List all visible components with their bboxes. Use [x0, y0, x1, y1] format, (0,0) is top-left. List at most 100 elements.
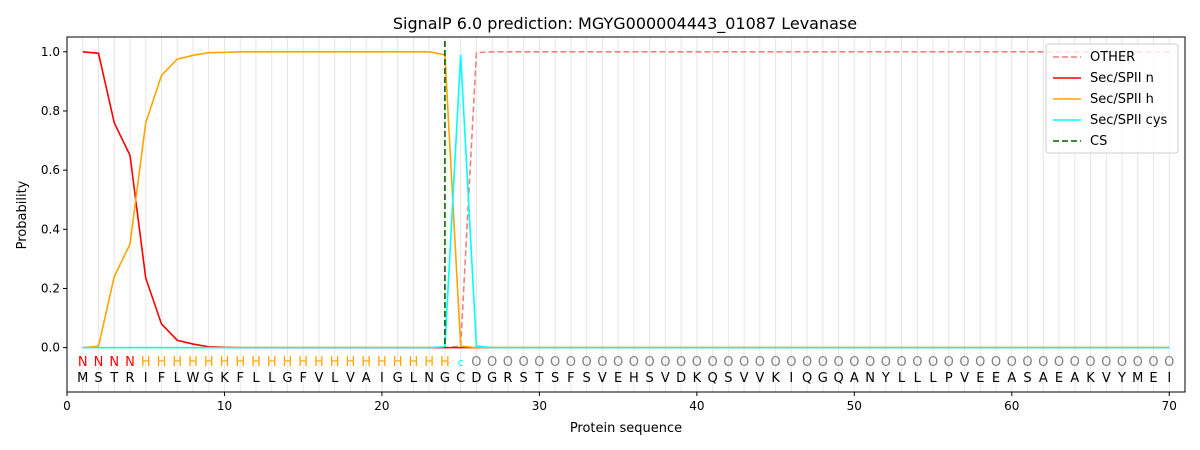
- x-axis-label: Protein sequence: [570, 421, 682, 436]
- region-label: H: [172, 355, 182, 370]
- region-label: O: [1085, 355, 1095, 370]
- region-label: O: [1038, 355, 1048, 370]
- legend-box: [1045, 43, 1179, 154]
- region-label: O: [550, 355, 560, 370]
- chart-title: SignalP 6.0 prediction: MGYG000004443_01…: [393, 14, 857, 34]
- region-label: H: [283, 355, 293, 370]
- region-label: O: [503, 355, 513, 370]
- region-label: O: [849, 355, 859, 370]
- series-line-sec-spii-h: [82, 50, 1170, 349]
- region-label: H: [235, 355, 245, 370]
- y-axis-label: Probability: [15, 180, 30, 249]
- region-label: O: [944, 355, 954, 370]
- y-tick-label: 0.2: [41, 281, 60, 295]
- region-label: O: [770, 355, 780, 370]
- region-label: O: [1007, 355, 1017, 370]
- region-label: O: [519, 355, 529, 370]
- region-label: O: [1164, 355, 1174, 370]
- region-label: O: [865, 355, 875, 370]
- region-label: H: [298, 355, 308, 370]
- region-label: H: [314, 355, 324, 370]
- region-label: O: [723, 355, 733, 370]
- region-label: O: [928, 355, 938, 370]
- region-label: O: [1133, 355, 1143, 370]
- region-label: H: [424, 355, 434, 370]
- x-tick-label: 0: [63, 399, 71, 413]
- x-tick-label: 60: [1004, 399, 1019, 413]
- legend: OTHER Sec/SPII n Sec/SPII h Sec/SPII cys CS: [1045, 43, 1179, 154]
- x-tick-label: 40: [689, 399, 704, 413]
- region-label: O: [613, 355, 623, 370]
- region-label: O: [582, 355, 592, 370]
- region-label: O: [1117, 355, 1127, 370]
- y-tick-label: 1.0: [41, 45, 60, 59]
- legend-entry: OTHER: [1090, 50, 1135, 65]
- region-label: H: [141, 355, 151, 370]
- series-line-other: [82, 50, 1170, 349]
- region-label: O: [487, 355, 497, 370]
- region-label: H: [346, 355, 356, 370]
- region-label: O: [912, 355, 922, 370]
- x-tick-label: 20: [374, 399, 389, 413]
- y-tick-label: 0.4: [41, 222, 60, 236]
- region-label: O: [1148, 355, 1158, 370]
- region-label: H: [377, 355, 387, 370]
- region-label: O: [597, 355, 607, 370]
- region-label: O: [959, 355, 969, 370]
- x-tick-label: 30: [532, 399, 547, 413]
- y-tick-label: 0.6: [41, 163, 60, 177]
- region-label: N: [94, 355, 104, 370]
- legend-entry: Sec/SPII n: [1090, 71, 1154, 86]
- plot-frame: [66, 36, 1186, 393]
- x-tick-label: 50: [847, 399, 862, 413]
- region-label: O: [802, 355, 812, 370]
- region-label: O: [1054, 355, 1064, 370]
- region-label: O: [881, 355, 891, 370]
- region-label: N: [109, 355, 119, 370]
- region-label: O: [833, 355, 843, 370]
- region-label: O: [786, 355, 796, 370]
- region-label: O: [991, 355, 1001, 370]
- region-label: O: [471, 355, 481, 370]
- y-tick-label: 0.0: [41, 341, 60, 355]
- region-label: H: [220, 355, 230, 370]
- protein-sequence: MSTRIFLWGKFLLGFVLVAIGLNGCDGRSTSFSVEHSVDK…: [77, 371, 1171, 386]
- region-label: O: [818, 355, 828, 370]
- region-label: c: [458, 356, 464, 369]
- series-line-sec-spii-cys: [82, 54, 1170, 349]
- region-label: O: [534, 355, 544, 370]
- region-label: O: [566, 355, 576, 370]
- y-tick-label: 0.8: [41, 104, 60, 118]
- series-line-sec-spii-n: [82, 50, 1170, 349]
- region-label: H: [188, 355, 198, 370]
- region-label: H: [157, 355, 167, 370]
- region-label: O: [739, 355, 749, 370]
- region-label: O: [707, 355, 717, 370]
- region-label: O: [629, 355, 639, 370]
- region-label: O: [1022, 355, 1032, 370]
- region-label: O: [676, 355, 686, 370]
- x-tick-label: 70: [1162, 399, 1177, 413]
- region-label: H: [204, 355, 214, 370]
- region-label: H: [393, 355, 403, 370]
- legend-entry: Sec/SPII cys: [1090, 113, 1168, 128]
- region-label: O: [1101, 355, 1111, 370]
- region-label: O: [692, 355, 702, 370]
- legend-entry: Sec/SPII h: [1090, 92, 1154, 107]
- region-label: H: [267, 355, 277, 370]
- region-label: O: [975, 355, 985, 370]
- region-label: N: [78, 355, 88, 370]
- region-label: H: [409, 355, 419, 370]
- legend-entry: CS: [1090, 134, 1107, 149]
- x-tick-label: 10: [217, 399, 232, 413]
- region-label: H: [361, 355, 371, 370]
- region-label: O: [660, 355, 670, 370]
- region-label: H: [251, 355, 261, 370]
- region-label: O: [645, 355, 655, 370]
- region-label: H: [440, 355, 450, 370]
- region-label: O: [896, 355, 906, 370]
- region-label: O: [1070, 355, 1080, 370]
- region-label: O: [755, 355, 765, 370]
- region-label: N: [125, 355, 135, 370]
